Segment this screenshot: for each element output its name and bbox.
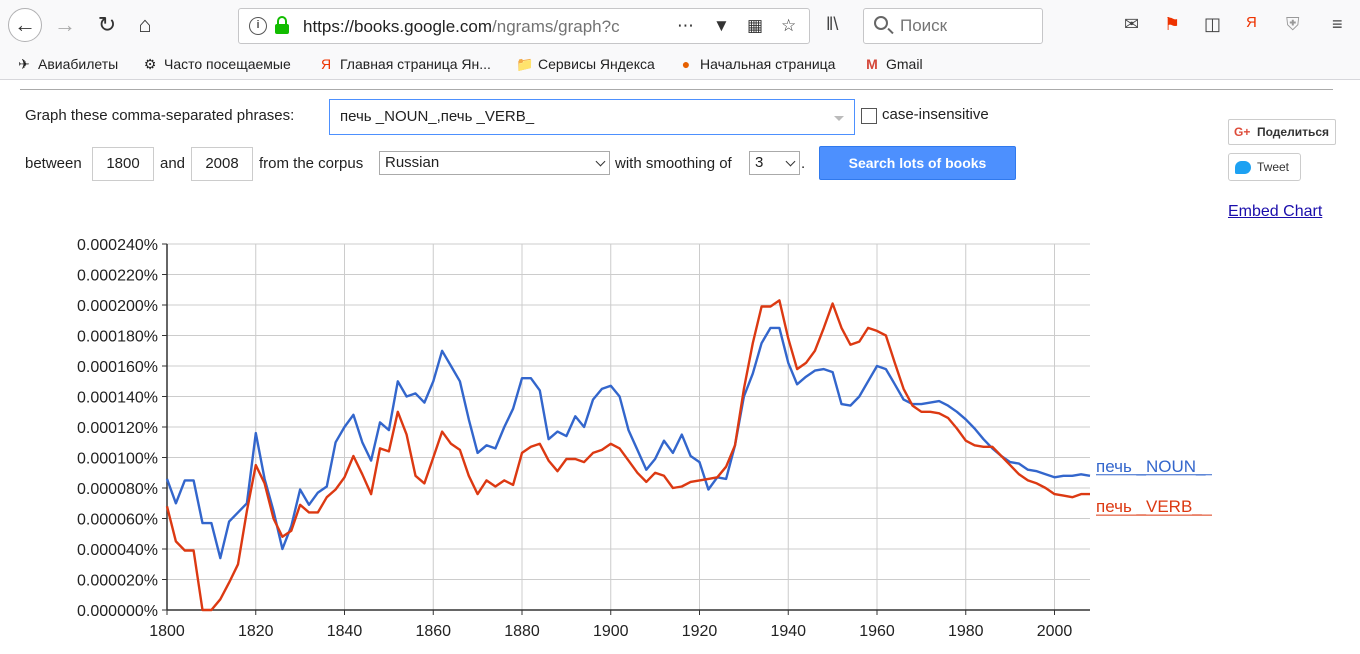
start-year-input[interactable]: 1800	[92, 147, 154, 181]
gmail-icon: M	[866, 56, 878, 72]
corpus-label: from the corpus	[259, 155, 364, 172]
end-year-input[interactable]: 2008	[191, 147, 253, 181]
y-tick-label: 0.000180%	[77, 329, 158, 346]
series-line	[165, 299, 1090, 612]
x-tick-label: 1900	[593, 623, 629, 640]
x-tick-label: 1820	[238, 623, 274, 640]
legend-label: печь _VERB_	[1096, 497, 1202, 516]
x-tick-label: 1880	[504, 623, 540, 640]
chart-legend: печь _NOUN_ печь _VERB_	[1096, 457, 1212, 516]
x-tick-label: 2000	[1037, 623, 1073, 640]
series-line	[165, 326, 1091, 560]
x-tick-label: 1920	[682, 623, 718, 640]
x-tick-label: 1840	[327, 623, 363, 640]
shield-icon[interactable]: ⛨	[1286, 14, 1300, 34]
corpus-select[interactable]: Russian	[379, 151, 610, 175]
case-insensitive-checkbox[interactable]	[861, 108, 877, 124]
url-text[interactable]: https://books.google.com/ngrams/graph?c	[303, 17, 620, 36]
period-text: .	[801, 155, 806, 172]
folder-icon: 📁	[516, 56, 534, 72]
pocket-icon[interactable]: ▼	[713, 16, 730, 35]
search-button[interactable]: Search lots of books	[819, 146, 1016, 180]
smoothing-select[interactable]: 3	[749, 151, 800, 175]
plane-icon: ✈	[18, 56, 30, 72]
sidebar-icon[interactable]: ◫	[1204, 14, 1222, 34]
case-insensitive-label: case-insensitive	[882, 106, 989, 123]
y-tick-label: 0.000000%	[77, 603, 158, 620]
gplus-share-button[interactable]: G+ Поделиться	[1228, 119, 1336, 145]
magnifier-icon	[874, 16, 888, 30]
info-icon[interactable]: i	[249, 17, 267, 35]
tweet-button[interactable]: Tweet	[1228, 153, 1301, 181]
back-arrow-icon[interactable]: ←	[8, 8, 42, 42]
search-bar[interactable]	[863, 8, 1043, 44]
bookmark-item[interactable]: ✈ Авиабилеты	[16, 56, 118, 72]
y-tick-label: 0.000120%	[77, 420, 158, 437]
ngram-chart: 0.000000% 0.000020% 0.000040% 0.000060% 0.00…	[77, 237, 1212, 640]
y-tick-label: 0.000020%	[77, 573, 158, 590]
bookmark-item[interactable]: M Gmail	[864, 56, 922, 72]
y-tick-label: 0.000080%	[77, 481, 158, 498]
y-tick-label: 0.000040%	[77, 542, 158, 559]
x-tick-label: 1860	[415, 623, 451, 640]
y-tick-label: 0.000100%	[77, 451, 158, 468]
address-bar[interactable]: i https://books.google.com/ngrams/graph?…	[238, 8, 810, 44]
bookmark-flag-icon[interactable]: ⚑	[1164, 14, 1181, 34]
ngram-page: Graph these comma-separated phrases: печ…	[0, 80, 1360, 654]
library-icon[interactable]: ‖\	[826, 14, 839, 34]
bookmark-item[interactable]: ● Начальная страница	[678, 56, 836, 72]
x-tick-label: 1940	[770, 623, 806, 640]
firefox-icon: ●	[681, 56, 691, 72]
browser-toolbar: ← → ↻ ⌂ i https://books.google.com/ngram…	[0, 0, 1360, 50]
y-tick-label: 0.000140%	[77, 390, 158, 407]
between-label: between	[25, 155, 82, 172]
menu-icon[interactable]: ≡	[1332, 14, 1343, 34]
y-tick-label: 0.000060%	[77, 512, 158, 529]
star-icon[interactable]: ☆	[781, 16, 797, 35]
page-actions-icon[interactable]: ⋯	[677, 16, 694, 35]
gear-icon: ⚙	[143, 56, 157, 72]
y-tick-label: 0.000240%	[77, 237, 158, 254]
and-label: and	[160, 155, 186, 172]
x-tick-label: 1980	[948, 623, 984, 640]
chart-axes: 0.000000% 0.000020% 0.000040% 0.000060% 0.00…	[77, 237, 1090, 640]
x-tick-label: 1960	[859, 623, 895, 640]
yandex-icon[interactable]: Я	[1246, 14, 1257, 31]
lock-icon	[275, 16, 289, 34]
search-input[interactable]	[900, 16, 1030, 36]
y-tick-label: 0.000200%	[77, 298, 158, 315]
embed-chart-link[interactable]: Embed Chart	[1228, 203, 1323, 220]
legend-label: печь _NOUN_	[1096, 457, 1206, 476]
bookmarks-bar: ✈ Авиабилеты ⚙ Часто посещаемые Я Главная с…	[0, 50, 1360, 80]
chart-series	[165, 299, 1091, 612]
bookmark-item[interactable]: ⚙ Часто посещаемые	[143, 56, 291, 72]
bookmark-item[interactable]: 📁 Сервисы Яндекса	[516, 56, 655, 72]
twitter-bird-icon	[1235, 161, 1251, 174]
mail-icon[interactable]: ✉	[1124, 14, 1140, 34]
divider	[20, 89, 1333, 90]
bookmark-item[interactable]: Я Главная страница Ян...	[318, 56, 491, 72]
yandex-icon: Я	[320, 56, 332, 72]
chart-grid	[166, 243, 1090, 611]
reader-grid-icon[interactable]: ▦	[747, 16, 764, 35]
y-tick-label: 0.000220%	[77, 268, 158, 285]
forward-arrow-icon[interactable]: →	[54, 12, 76, 37]
x-tick-label: 1800	[149, 623, 185, 640]
phrases-input[interactable]: печь _NOUN_,печь _VERB_	[329, 99, 855, 135]
dropdown-caret-icon	[834, 116, 844, 121]
y-tick-label: 0.000160%	[77, 359, 158, 376]
home-icon[interactable]: ⌂	[138, 12, 152, 37]
phrases-label: Graph these comma-separated phrases:	[25, 107, 295, 124]
smoothing-label: with smoothing of	[615, 155, 732, 172]
reload-icon[interactable]: ↻	[97, 12, 117, 37]
gplus-icon: G+	[1234, 125, 1251, 139]
